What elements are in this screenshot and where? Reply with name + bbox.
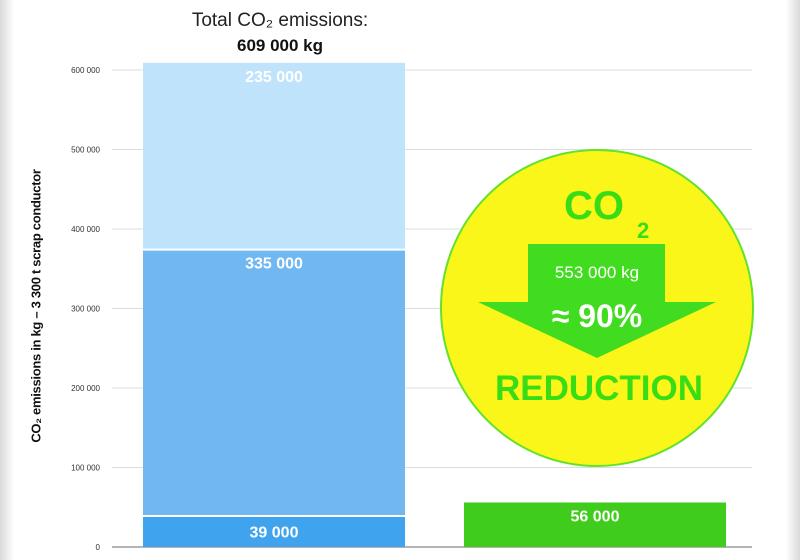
chart-total-value: 609 000 kg [236, 36, 323, 55]
bar-value-label: 56 000 [571, 508, 620, 525]
y-tick-label: 0 [96, 543, 101, 552]
down-arrow [478, 244, 716, 358]
badge-amount: 553 000 kg [555, 263, 639, 282]
bar-value-label: 235 000 [245, 69, 303, 86]
y-tick-label: 600 000 [71, 66, 100, 75]
chart-title: Total CO₂ emissions: [191, 10, 369, 31]
y-tick-label: 300 000 [71, 305, 100, 314]
bar-segment [143, 249, 405, 516]
bar-segment [143, 62, 405, 250]
right-shadow-edge [786, 0, 800, 560]
bar-value-label: 39 000 [250, 524, 299, 541]
bar-value-label: 335 000 [245, 256, 303, 273]
bar-segment [464, 502, 726, 547]
left-shadow-edge [0, 0, 14, 560]
y-tick-label: 200 000 [71, 384, 100, 393]
badge-reduction: REDUCTION [495, 369, 703, 408]
badge-percent: ≈ 90% [552, 298, 643, 334]
y-tick-label: 500 000 [71, 146, 100, 155]
badge-co2-title: CO [564, 184, 624, 228]
bar-segment [143, 515, 405, 547]
reduction-badge: CO 2 553 000 kg ≈ 90% REDUCTION [440, 149, 754, 467]
badge-co2-subscript: 2 [637, 218, 649, 243]
y-tick-label: 100 000 [71, 464, 100, 473]
y-tick-label: 400 000 [71, 225, 100, 234]
